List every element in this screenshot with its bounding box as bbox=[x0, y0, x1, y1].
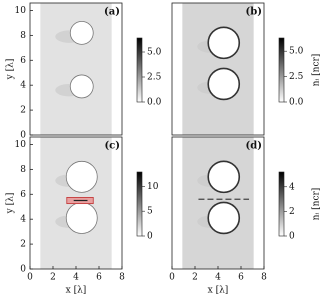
x-tick-label: 8 bbox=[261, 273, 267, 283]
y-tick-label: 2 bbox=[20, 240, 26, 250]
colorbar-tick-label: 2 bbox=[289, 207, 295, 217]
target bbox=[69, 20, 94, 45]
y-tick-label: 0 bbox=[20, 131, 26, 141]
colorbar-label: nᵢ [ncr] bbox=[312, 54, 322, 87]
y-tick-label: 2 bbox=[20, 106, 26, 116]
target bbox=[65, 202, 98, 234]
x-axis-label: x [λ] bbox=[208, 286, 229, 296]
colorbar-tick-label: 5.0 bbox=[289, 47, 304, 57]
colorbar-tick-label: 0.0 bbox=[289, 98, 304, 108]
colorbar bbox=[136, 37, 143, 103]
colorbar bbox=[278, 171, 285, 237]
x-tick-label: 0 bbox=[27, 273, 33, 283]
colorbar-tick-label: 5 bbox=[147, 207, 153, 217]
panel-label: (c) bbox=[104, 141, 120, 152]
y-tick-label: 6 bbox=[20, 56, 26, 66]
x-tick-label: 2 bbox=[50, 273, 56, 283]
axes-frame bbox=[171, 2, 265, 136]
x-tick-label: 4 bbox=[215, 273, 221, 283]
x-axis-label: x [λ] bbox=[66, 286, 87, 296]
axes-frame bbox=[29, 2, 123, 136]
colorbar bbox=[136, 171, 143, 237]
target bbox=[207, 201, 241, 235]
y-axis-label: y [λ] bbox=[6, 193, 16, 215]
x-tick-label: 0 bbox=[169, 273, 175, 283]
colorbar-tick-label: 4 bbox=[289, 182, 295, 192]
y-tick-label: 10 bbox=[15, 140, 27, 150]
colorbar-tick-label: 2.5 bbox=[289, 72, 304, 82]
colorbar-tick-label: 2.5 bbox=[147, 73, 162, 83]
panel-label: (a) bbox=[104, 7, 120, 18]
colorbar-label: nᵢ [ncr] bbox=[312, 188, 322, 221]
y-tick-label: 4 bbox=[20, 215, 26, 225]
target bbox=[65, 160, 98, 193]
y-tick-label: 10 bbox=[15, 6, 27, 16]
y-tick-label: 8 bbox=[20, 165, 26, 175]
target bbox=[207, 67, 241, 101]
target bbox=[69, 74, 94, 99]
target bbox=[207, 26, 241, 60]
colorbar bbox=[278, 37, 285, 103]
panel-label: (b) bbox=[246, 7, 262, 18]
y-tick-label: 4 bbox=[20, 81, 26, 91]
x-tick-label: 8 bbox=[119, 273, 125, 283]
colorbar-tick-label: 5.0 bbox=[147, 48, 162, 58]
colorbar-tick-label: 0.0 bbox=[147, 98, 162, 108]
x-tick-label: 6 bbox=[238, 273, 244, 283]
y-tick-label: 0 bbox=[20, 265, 26, 275]
colorbar-tick-label: 0 bbox=[147, 232, 153, 242]
colorbar-tick-label: 0 bbox=[289, 232, 295, 242]
x-tick-label: 4 bbox=[73, 273, 79, 283]
x-tick-label: 6 bbox=[96, 273, 102, 283]
y-tick-label: 8 bbox=[20, 31, 26, 41]
x-tick-label: 2 bbox=[192, 273, 198, 283]
y-tick-label: 6 bbox=[20, 190, 26, 200]
colorbar-tick-label: 10 bbox=[147, 182, 159, 192]
y-axis-label: y [λ] bbox=[6, 59, 16, 81]
panel-label: (d) bbox=[246, 141, 262, 152]
target bbox=[207, 160, 241, 194]
